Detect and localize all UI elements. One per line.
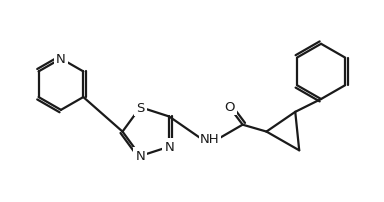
Text: NH: NH xyxy=(200,132,220,145)
Text: N: N xyxy=(136,150,145,163)
Text: N: N xyxy=(164,140,174,153)
Text: O: O xyxy=(225,101,235,114)
Text: S: S xyxy=(136,101,144,114)
Text: N: N xyxy=(56,53,66,66)
